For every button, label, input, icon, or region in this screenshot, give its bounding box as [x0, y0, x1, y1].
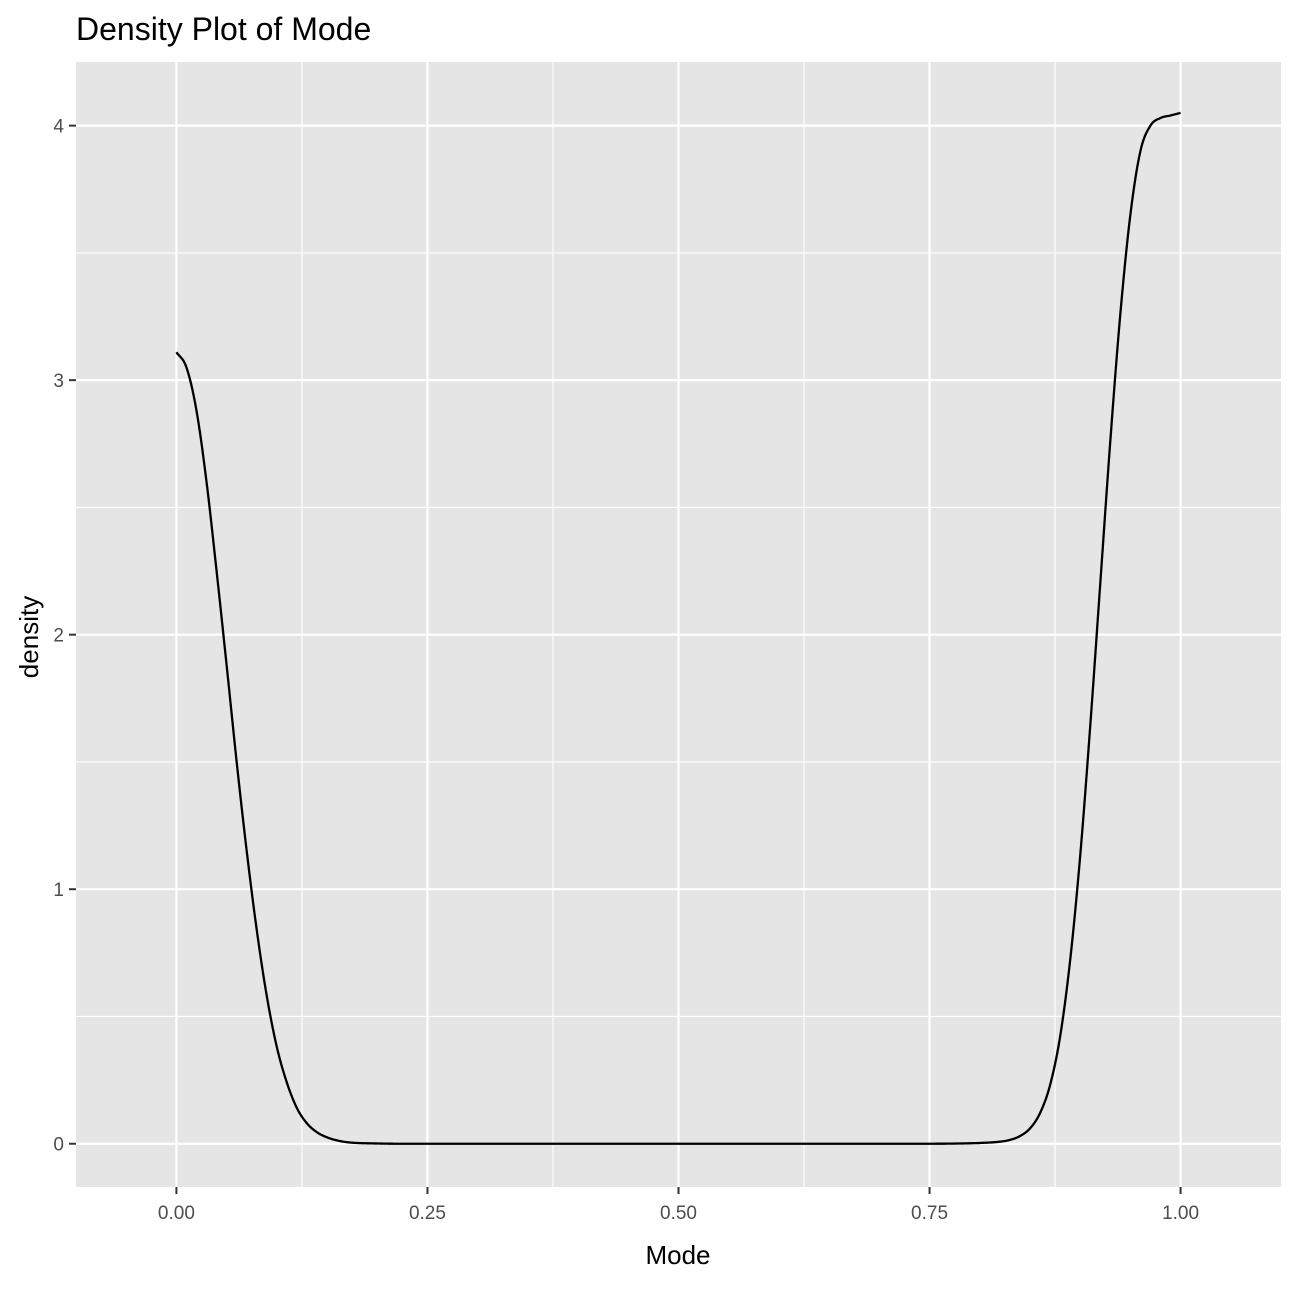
x-tick-label: 0.75	[911, 1203, 948, 1224]
chart-title: Density Plot of Mode	[76, 11, 371, 47]
y-tick-label: 4	[53, 117, 64, 138]
x-tick-label: 1.00	[1162, 1203, 1199, 1224]
y-tick-label: 2	[53, 626, 64, 647]
y-tick-label: 0	[53, 1135, 64, 1156]
x-tick-label: 0.25	[409, 1203, 446, 1224]
x-axis: 0.00 0.25 0.50 0.75 1.00	[158, 1187, 1199, 1224]
y-axis-title: density	[14, 596, 44, 678]
y-tick-label: 1	[53, 880, 64, 901]
x-tick-label: 0.00	[158, 1203, 195, 1224]
y-axis: 0 1 2 3 4	[53, 117, 76, 1156]
x-tick-label: 0.50	[660, 1203, 697, 1224]
density-line	[175, 111, 1181, 1145]
density-series	[175, 111, 1181, 1145]
x-axis-title: Mode	[645, 1240, 710, 1270]
y-tick-label: 3	[53, 371, 64, 392]
